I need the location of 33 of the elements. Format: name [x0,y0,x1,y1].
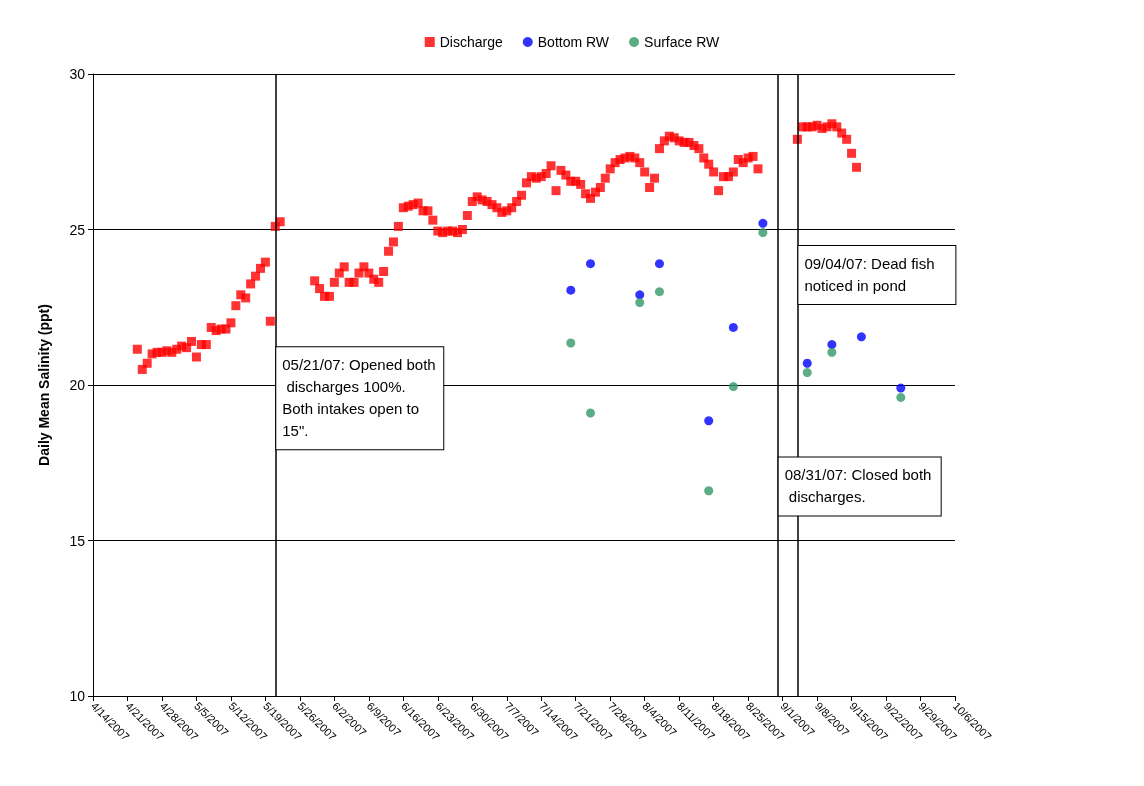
point [704,416,714,426]
point [827,340,837,350]
y-tick-label: 10 [69,688,86,704]
point [704,486,714,496]
point [758,218,768,228]
legend-label: Bottom RW [537,34,610,50]
legend-label: Surface RW [644,34,721,50]
point [896,392,906,402]
point [586,259,595,269]
y-tick-label: 25 [69,221,86,238]
point [802,358,812,368]
point [758,228,768,238]
point [728,382,738,392]
point [586,408,595,418]
point [635,290,645,300]
point [654,287,664,297]
point [896,383,906,393]
point [728,322,738,332]
y-tick-label: 20 [69,377,86,393]
y-tick-label: 15 [69,532,86,549]
y-axis-title: Daily Mean Salinity (ppt) [36,304,52,466]
point [654,259,664,269]
ref-line-label: 08/31/07: Closed both discharges. [784,466,932,506]
point [566,285,576,295]
legend-label: Discharge [439,34,503,50]
point [856,332,866,342]
point [635,298,645,308]
point [827,347,837,357]
ref-line-label: 09/04/07: Dead fish noticed in pond [804,254,939,294]
ref-line-label: 05/21/07: Opened both discharges 100%. Both intakes open to 15". [282,355,436,439]
point [566,338,576,348]
point [802,368,812,378]
y-tick-label: 30 [69,66,86,82]
